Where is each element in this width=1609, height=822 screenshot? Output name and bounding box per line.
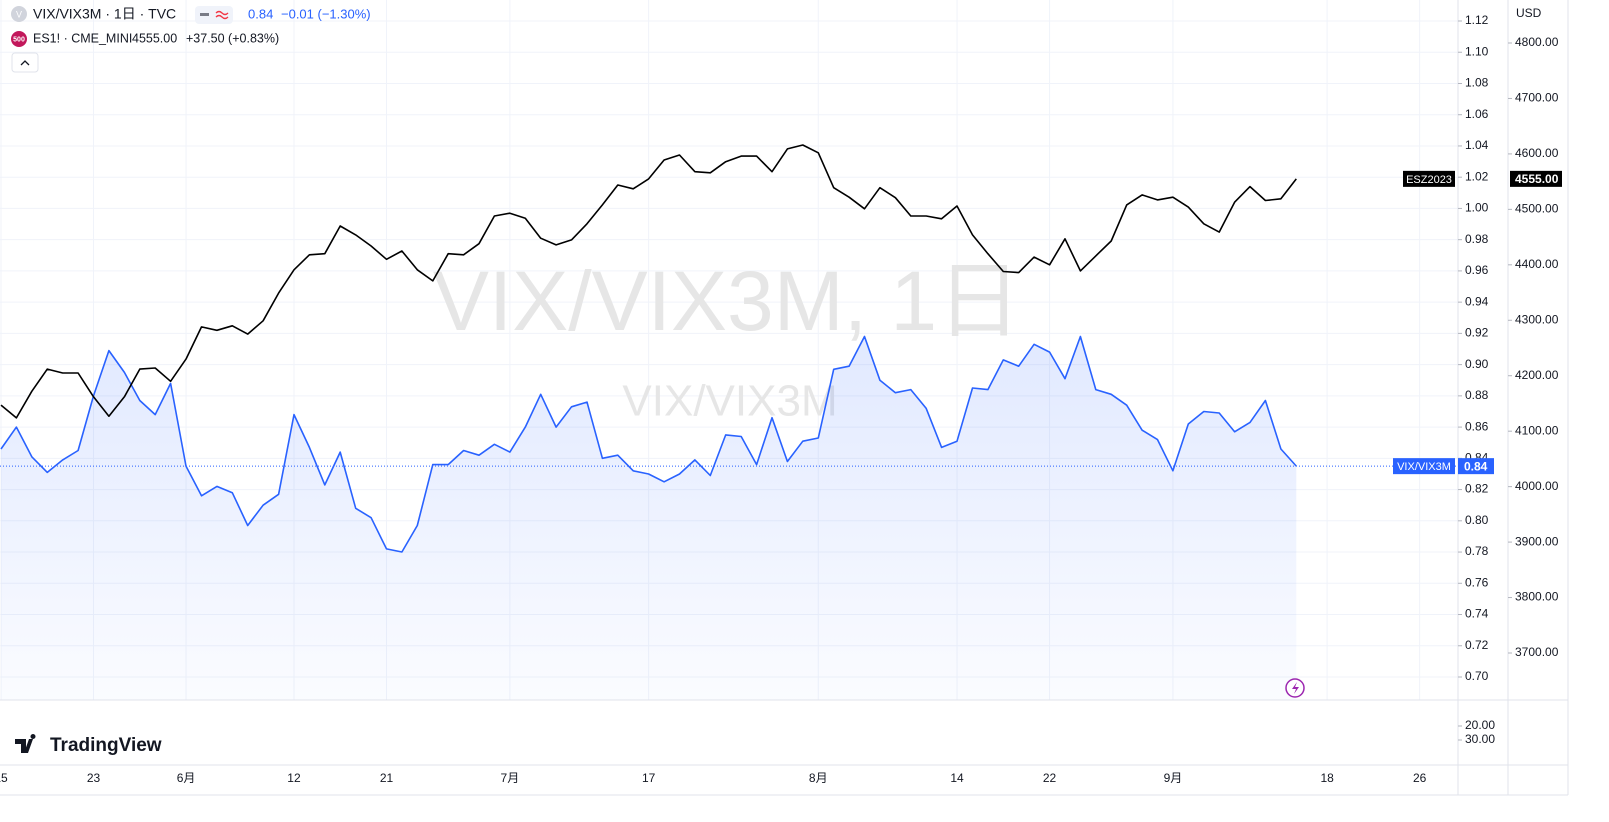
y-tick-label: 1.00 — [1465, 201, 1489, 215]
price2: 4555.00 — [132, 31, 177, 45]
y2-tick-label: 4400.00 — [1515, 257, 1559, 271]
x-tick-label: 23 — [87, 771, 101, 785]
symbol-icon — [11, 6, 27, 22]
y-tick-label: 0.92 — [1465, 326, 1489, 340]
y-tick-label: 0.90 — [1465, 357, 1489, 371]
y2-tick-label: 4600.00 — [1515, 146, 1559, 160]
symbol-title[interactable]: VIX/VIX3M · 1日 · TVC — [33, 6, 176, 22]
collapse-button[interactable] — [11, 52, 39, 73]
logo-icon — [15, 733, 36, 753]
symbol2-title[interactable]: ES1! · CME_MINI — [33, 31, 132, 45]
currency: USD — [1516, 6, 1542, 20]
y-tick-label: 1.02 — [1465, 169, 1489, 183]
y2-tick-label: 4200.00 — [1515, 368, 1559, 382]
x-tick-label: 12 — [287, 771, 301, 785]
symbol-icon-text: V — [16, 9, 22, 19]
price-tag-text: 0.84 — [1464, 459, 1488, 473]
x-tick-label: 18 — [1320, 771, 1334, 785]
y-tick-label: 0.94 — [1465, 294, 1489, 308]
y-tick-label: 0.74 — [1465, 607, 1489, 621]
series-tag-text: ESZ2023 — [1406, 174, 1452, 186]
currency-button[interactable] — [1512, 4, 1556, 24]
y-tick-label: 0.88 — [1465, 388, 1489, 402]
hide-icon — [200, 13, 209, 16]
y-tick-label: 0.96 — [1465, 263, 1489, 277]
y-tick-label: 0.82 — [1465, 482, 1489, 496]
y2-tick-label: 4000.00 — [1515, 479, 1559, 493]
x-tick-label: 17 — [642, 771, 656, 785]
compare-icon — [215, 10, 229, 20]
x-tick-label: 7月 — [501, 771, 520, 785]
chevron-icon — [20, 60, 30, 66]
y-tick-label: 0.78 — [1465, 544, 1489, 558]
watermark-subtitle: VIX/VIX3M — [622, 377, 837, 426]
y-tick-label: 0.70 — [1465, 669, 1489, 683]
series-line — [0, 335, 1297, 553]
y2-tick-label: 4500.00 — [1515, 202, 1559, 216]
change2: +37.50 (+0.83%) — [186, 31, 279, 45]
x-tick-label: 22 — [1043, 771, 1057, 785]
y2-tick-label: 4100.00 — [1515, 423, 1559, 437]
symbol2-icon-text: 500 — [13, 36, 25, 43]
price-tag-text: 4555.00 — [1515, 172, 1559, 186]
series-tag-text: VIX/VIX3M — [1397, 461, 1451, 473]
y3-tick-label: 20.00 — [1465, 718, 1495, 732]
y-tick-label: 1.04 — [1465, 138, 1489, 152]
symbol2-icon — [11, 31, 27, 47]
y2-tick-label: 3800.00 — [1515, 590, 1559, 604]
y-tick-label: 0.98 — [1465, 232, 1489, 246]
series-buttons[interactable] — [195, 6, 233, 24]
price-tag — [1458, 458, 1494, 475]
y2-tick-label: 4700.00 — [1515, 91, 1559, 105]
y2-tick-label: 4800.00 — [1515, 35, 1559, 49]
price: 0.84 — [248, 6, 273, 21]
lightning — [1292, 682, 1299, 694]
y-tick-label: 1.06 — [1465, 107, 1489, 121]
price-tag — [1510, 170, 1562, 187]
change: −0.01 (−1.30%) — [281, 6, 371, 21]
x-tick-label: 26 — [1413, 771, 1427, 785]
y-tick-label: 0.80 — [1465, 513, 1489, 527]
y-tick-label: 0.86 — [1465, 419, 1489, 433]
area-fill — [1, 336, 1297, 700]
brand: TradingView — [50, 735, 162, 756]
y2-tick-label: 3900.00 — [1515, 534, 1559, 548]
y-tick-label: 0.72 — [1465, 638, 1489, 652]
x-tick-label: 9月 — [1164, 771, 1183, 785]
series-tag — [1393, 458, 1455, 475]
x-tick-label: 21 — [380, 771, 394, 785]
x-tick-label: 15 — [0, 771, 8, 785]
x-tick-label: 8月 — [809, 771, 828, 785]
x-tick-label: 14 — [950, 771, 964, 785]
watermark-title: VIX/VIX3M, 1日 — [433, 254, 1021, 348]
y-tick-label: 1.12 — [1465, 13, 1489, 27]
y-tick-label: 1.08 — [1465, 76, 1489, 90]
y-tick-label: 1.10 — [1465, 44, 1489, 58]
y2-tick-label: 3700.00 — [1515, 645, 1559, 659]
series-tag — [1403, 170, 1455, 187]
x-tick-label: 6月 — [177, 771, 196, 785]
y2-tick-label: 4300.00 — [1515, 312, 1559, 326]
y3-tick-label: 30.00 — [1465, 732, 1495, 746]
series-line — [0, 144, 1297, 419]
y-tick-label: 0.76 — [1465, 575, 1489, 589]
